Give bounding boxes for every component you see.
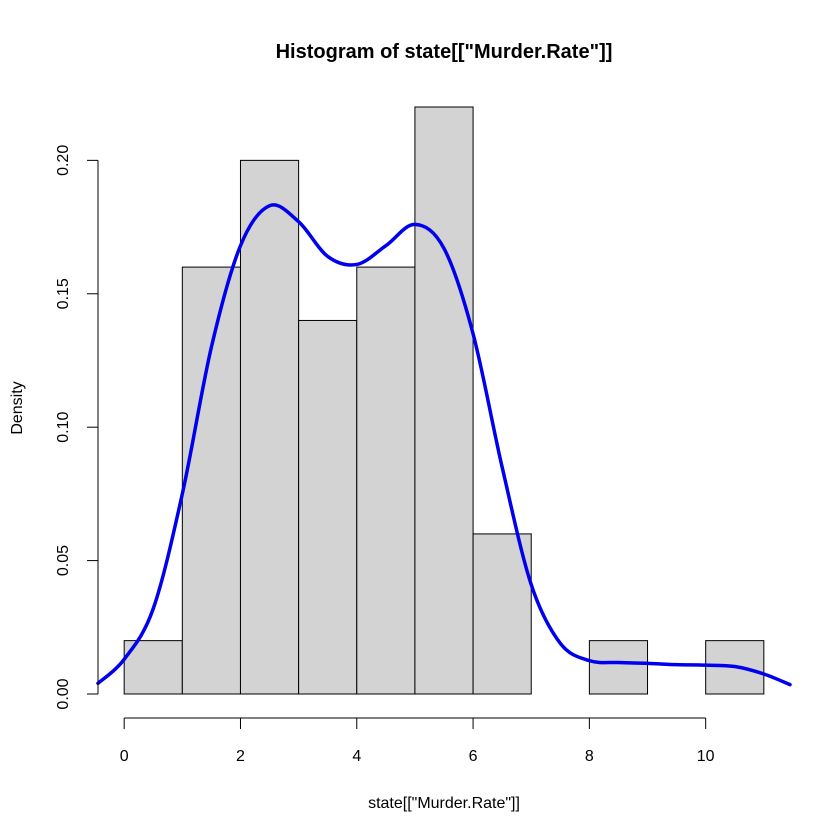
x-tick-label-6: 6: [469, 748, 478, 765]
x-tick-label-2: 2: [236, 748, 245, 765]
x-tick-label-0: 0: [120, 748, 129, 765]
y-tick-label-3: 0.15: [55, 278, 72, 309]
histogram-bars: [123, 106, 765, 695]
density-curve: [96, 203, 792, 687]
y-tick-label-1: 0.05: [55, 545, 72, 576]
x-axis: 0 2 4 6 8 10: [120, 717, 715, 765]
histogram-bar-3-4: [298, 319, 358, 695]
x-tick-label-8: 8: [585, 748, 594, 765]
y-tick-label-4: 0.20: [55, 145, 72, 176]
histogram-bar-1-2: [181, 266, 241, 695]
y-axis: 0.00 0.05 0.10 0.15 0.20: [55, 145, 99, 710]
histogram-bar-0-1: [123, 640, 183, 695]
y-tick-label-2: 0.10: [55, 412, 72, 443]
chart-title: Histogram of state[["Murder.Rate"]]: [276, 41, 613, 63]
histogram-bar-4-5: [356, 266, 416, 695]
histogram-bar-6-7: [472, 533, 532, 695]
density-curve-group: [96, 203, 792, 687]
y-axis-label: Density: [9, 381, 26, 434]
histogram-bar-5-6: [414, 106, 474, 695]
histogram-bar-2-3: [239, 159, 300, 695]
histogram-bar-8-9: [588, 640, 649, 695]
x-tick-label-10: 10: [697, 748, 715, 765]
x-axis-label: state[["Murder.Rate"]]: [368, 795, 520, 812]
x-tick-label-4: 4: [352, 748, 361, 765]
y-tick-label-0: 0.00: [55, 678, 72, 709]
